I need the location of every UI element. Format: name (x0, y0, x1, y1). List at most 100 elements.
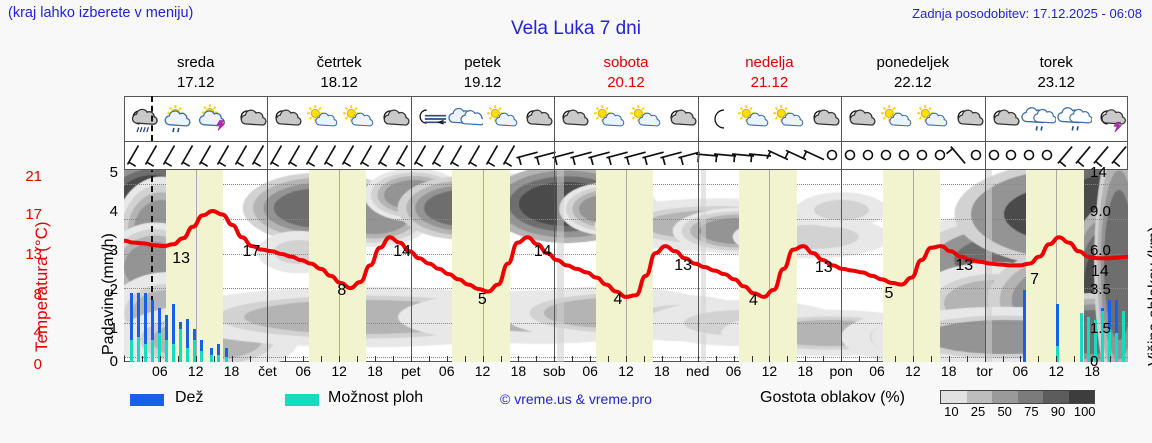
day-column-5: ponedeljek 22.12 (841, 52, 984, 96)
weather-icon-night-cloud (805, 96, 841, 142)
cloud-density-title: Gostota oblakov (%) (760, 389, 905, 406)
wind-barb (927, 142, 953, 170)
wind-barb (1052, 142, 1078, 170)
hour-tick (590, 356, 592, 362)
hour-tick (285, 356, 287, 362)
hour-tick (321, 356, 323, 362)
hour-tick (518, 356, 520, 362)
hour-label: 12 (331, 363, 347, 379)
shower-bar (151, 340, 155, 362)
weather-icon-night-cloud (662, 96, 698, 142)
wind-barb (1034, 142, 1060, 170)
weather-icon-night-cloud (232, 96, 268, 142)
hour-tick (894, 356, 896, 362)
cloud-density-step-10 (941, 391, 967, 403)
hour-tick (536, 356, 538, 362)
hour-tick (500, 356, 502, 362)
weather-icon-row (124, 96, 1128, 142)
hour-label: 18 (797, 363, 814, 379)
temperature-max-label: 14 (1090, 262, 1109, 280)
wind-barb (550, 142, 576, 170)
hour-tick (643, 356, 645, 362)
wind-barb (120, 142, 146, 170)
shower-bar (130, 340, 134, 362)
hour-tick (1002, 356, 1004, 362)
wind-barb (622, 142, 648, 170)
weather-icon-cloud (447, 96, 483, 142)
wind-barb (676, 142, 702, 170)
shower-bar (158, 333, 162, 362)
copyright-link[interactable]: © vreme.us & vreme.pro (500, 391, 652, 407)
weather-icon-night-cloud (949, 96, 985, 142)
hour-label: 06 (1012, 363, 1029, 379)
day-column-3: sobota 20.12 (554, 52, 697, 96)
hour-tick (787, 356, 789, 362)
hour-label: 18 (367, 363, 383, 379)
cloud-density-step-label: 90 (1050, 404, 1066, 419)
hour-tick (446, 356, 448, 362)
hour-tick (231, 356, 233, 362)
hour-tick (930, 356, 932, 362)
hour-label: 12 (761, 363, 778, 379)
hour-tick (267, 356, 269, 362)
rain-bar (137, 293, 141, 362)
wind-barb (281, 142, 307, 170)
precipitation-tick: 1 (109, 320, 118, 337)
hour-label: pet (401, 363, 421, 379)
wind-barb (461, 142, 487, 170)
midday-gridline (912, 170, 914, 362)
day-name: četrtek (316, 54, 362, 71)
wind-barb (730, 142, 756, 170)
wind-barb (389, 142, 415, 170)
cloud-density-step-50 (992, 391, 1018, 403)
rain-bar (1022, 289, 1026, 362)
cloud-axis-title: Višina oblakov (km) (1124, 168, 1152, 368)
shower-legend-label: Možnost ploh (328, 389, 424, 406)
shower-bar (137, 336, 141, 362)
weather-icon-sun-cloud-rain (160, 96, 196, 142)
day-header-row: sreda 17.12 četrtek 18.12 petek 19.12 sobota 20… (124, 52, 1128, 96)
weather-icon-sun-cloud-thunder (196, 96, 232, 142)
wind-barb (1070, 142, 1096, 170)
day-date: 20.12 (607, 74, 645, 91)
rain-bar (1055, 304, 1059, 362)
hour-tick (177, 356, 179, 362)
hour-tick (1020, 356, 1022, 362)
hour-tick (859, 356, 861, 362)
temperature-min-label: 5 (477, 290, 487, 308)
cloud-density-step-label: 100 (1073, 404, 1096, 419)
rain-bar (210, 347, 214, 362)
hour-label: 06 (869, 363, 885, 379)
hour-tick (1110, 356, 1112, 362)
shower-bar (1055, 345, 1059, 362)
hour-tick (805, 356, 807, 362)
current-time-line-icons (151, 96, 154, 141)
wind-barb (586, 142, 612, 170)
hour-tick (912, 356, 914, 362)
day-column-1: četrtek 18.12 (267, 52, 410, 96)
wind-barb (891, 142, 917, 170)
icon-day-separator (697, 96, 699, 141)
temperature-max-label: 14 (533, 243, 552, 261)
wind-barb (1088, 142, 1114, 170)
shower-bar (210, 354, 214, 362)
rain-bar (217, 343, 221, 362)
hour-label: 18 (940, 363, 957, 379)
wind-day-separator (267, 142, 269, 169)
midday-gridline (482, 170, 484, 362)
weather-icon-sun-cloud (734, 96, 770, 142)
hour-label: 06 (438, 363, 455, 379)
weather-icon-night-cloud (554, 96, 590, 142)
hour-tick (464, 356, 466, 362)
wind-barb (873, 142, 899, 170)
wind-barb (658, 142, 684, 170)
hour-tick (823, 356, 825, 362)
day-column-2: petek 19.12 (411, 52, 554, 96)
hour-tick (697, 356, 699, 362)
day-separator (267, 170, 269, 362)
precipitation-tick: 2 (109, 281, 118, 298)
wind-barb (425, 142, 451, 170)
location-menu-note[interactable]: (kraj lahko izberete v meniju) (8, 5, 194, 21)
midday-gridline (769, 170, 771, 362)
day-name: torek (1039, 54, 1073, 71)
